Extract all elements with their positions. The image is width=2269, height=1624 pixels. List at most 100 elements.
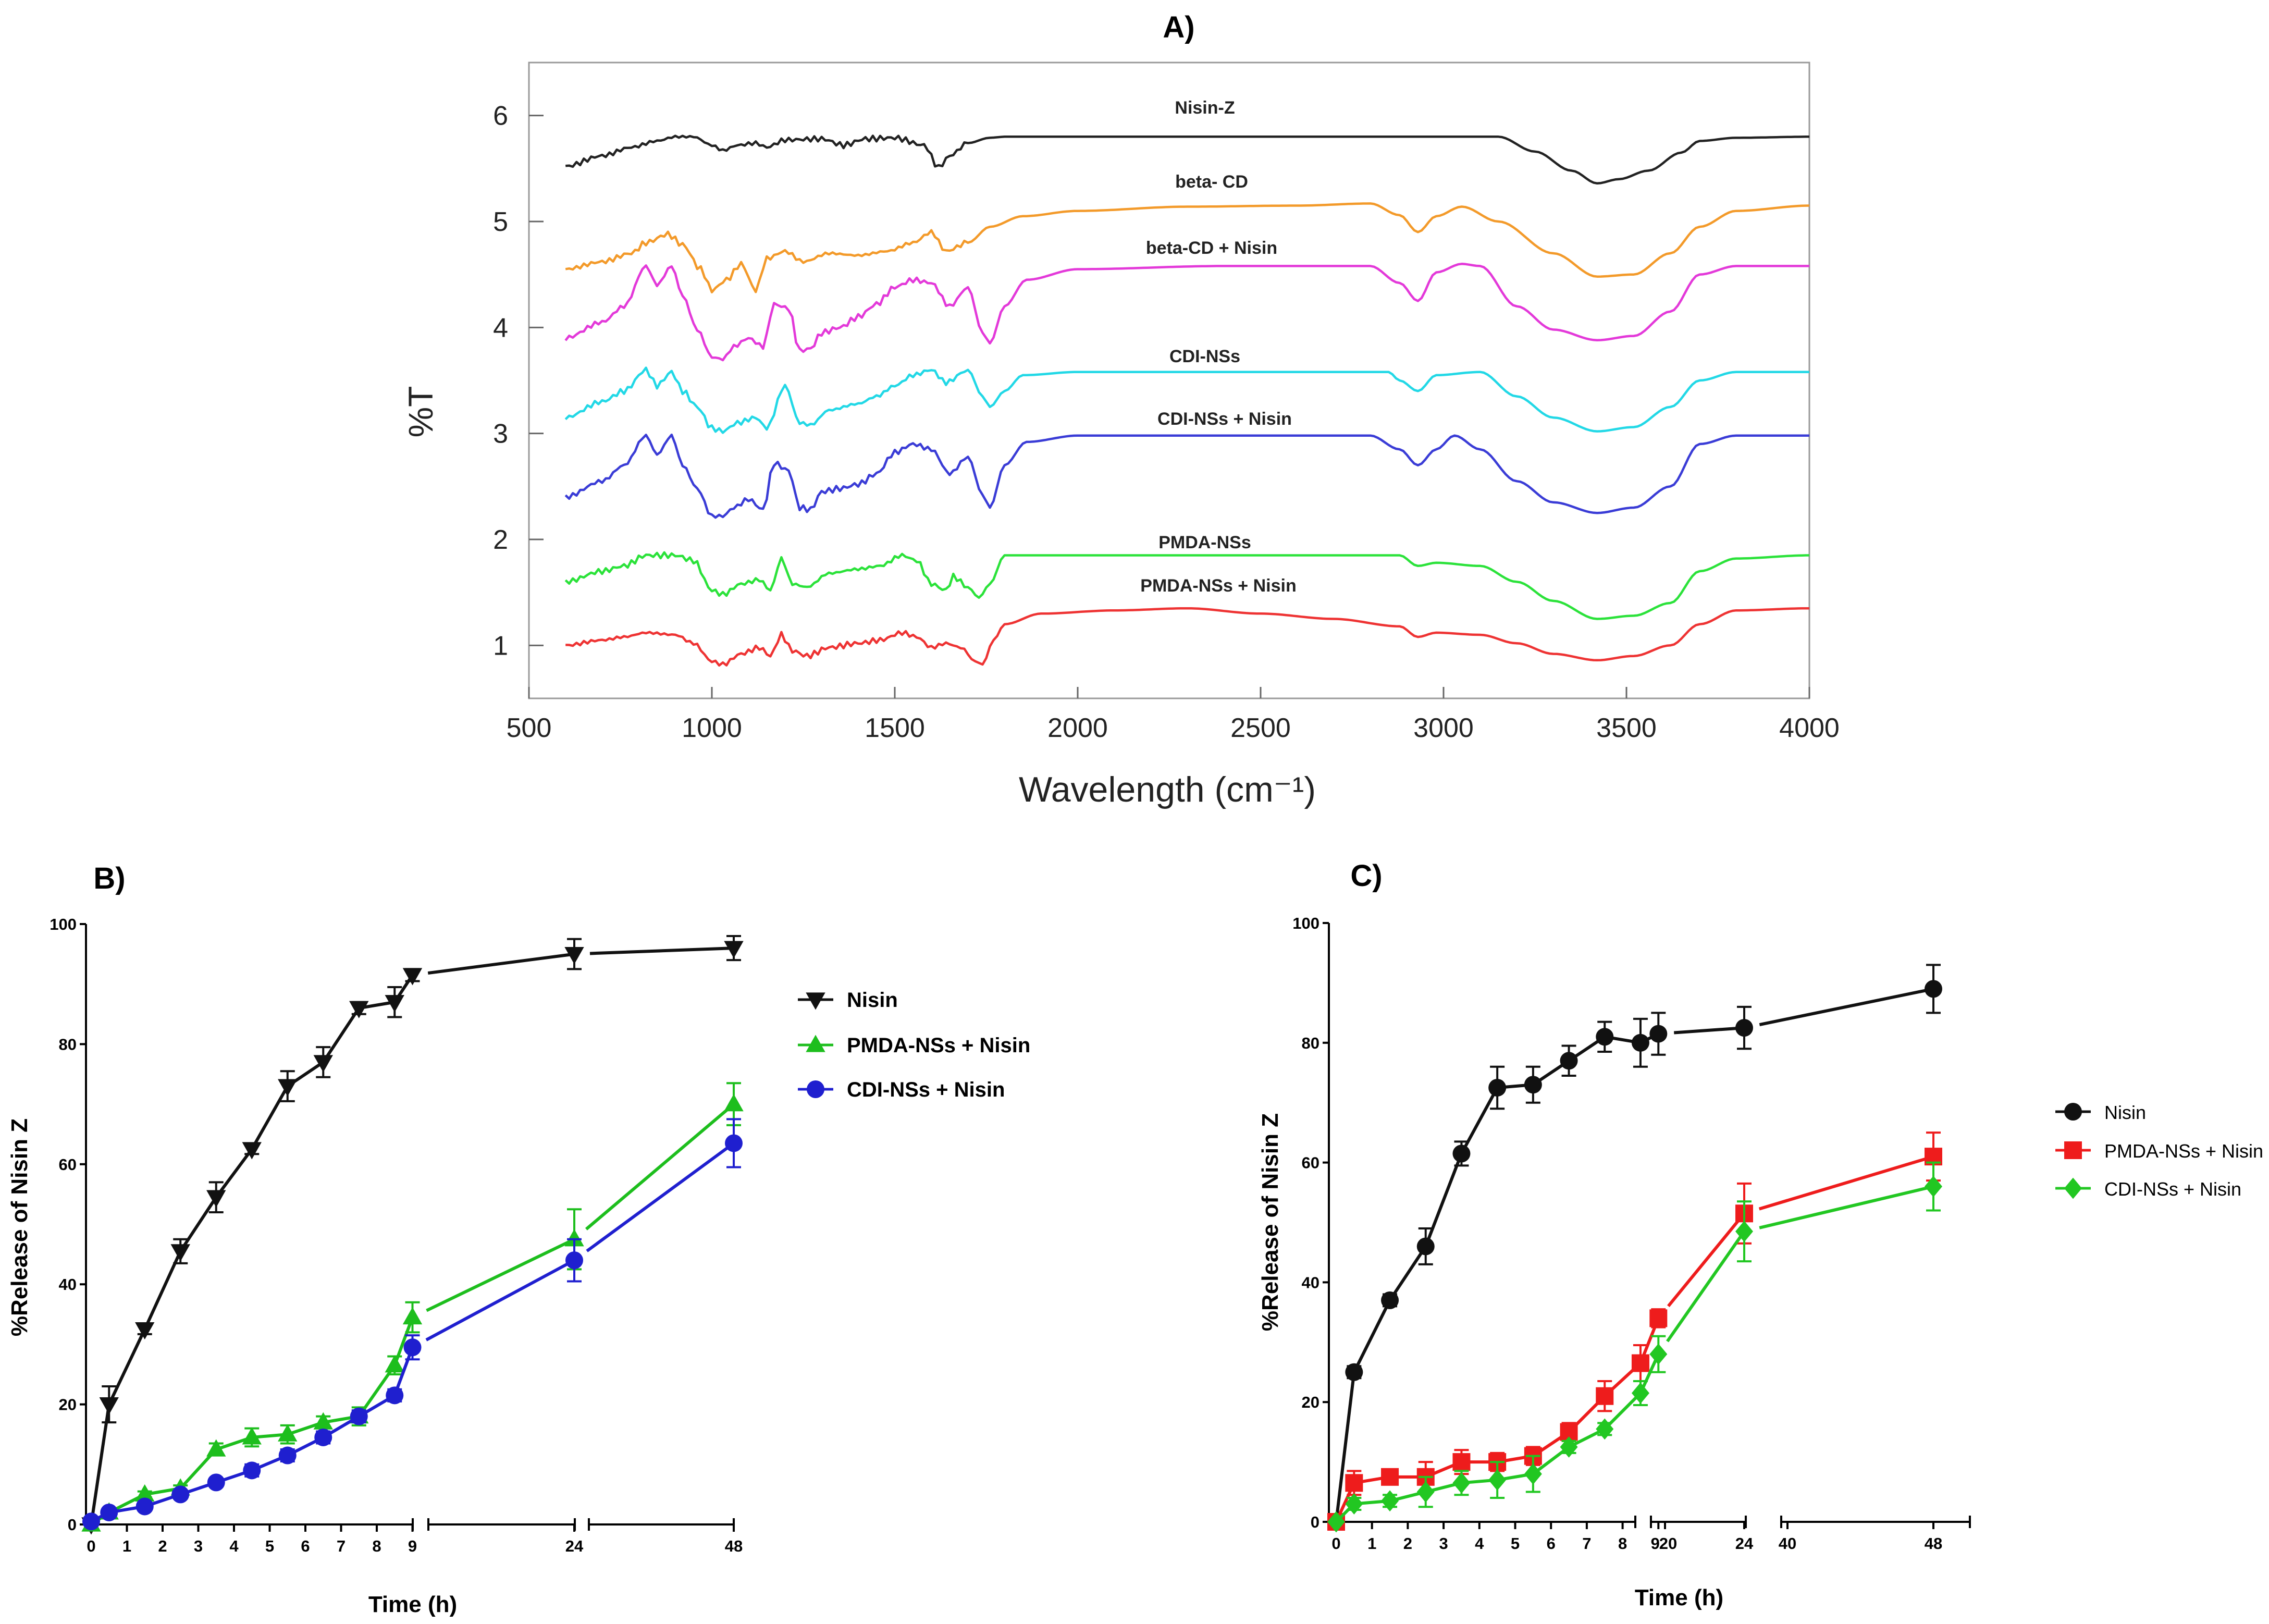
- panel-b-point-cdi-nss-nisin: [207, 1473, 225, 1492]
- panel-c-line-nisin: [1674, 1026, 1745, 1035]
- panel-a-y-tick-label: 1: [493, 631, 508, 661]
- panel-c-y-axis-title: %Release of Nisin Z: [1257, 1113, 1283, 1331]
- panel-b-legend-marker-pmda-nss-nisin: [806, 1035, 825, 1052]
- panel-b-x-tick-label: 24: [565, 1537, 584, 1555]
- panel-a-y-tick-label: 4: [493, 313, 508, 343]
- panel-a-y-axis-title: %T: [401, 386, 440, 438]
- panel-c-legend-label-nisin: Nisin: [2104, 1102, 2146, 1123]
- panel-c-point-nisin: [1345, 1363, 1363, 1381]
- panel-b-legend-label-cdi-nss-nisin: CDI-NSs + Nisin: [847, 1078, 1005, 1101]
- panel-c-point-pmda-nss-nisin: [1649, 1309, 1668, 1327]
- panel-b-line-nisin: [427, 952, 575, 975]
- panel-a-plot-frame: [528, 61, 1810, 699]
- panel-c-point-nisin: [1735, 1019, 1753, 1037]
- panel-b-point-nisin: [313, 1055, 333, 1073]
- panel-b-y-tick-label: 0: [68, 1516, 77, 1534]
- panel-b-point-cdi-nss-nisin: [725, 1134, 743, 1152]
- panel-b-point-nisin: [242, 1142, 262, 1160]
- panel-b-point-cdi-nss-nisin: [565, 1251, 583, 1270]
- panel-c-x-tick-label: 5: [1511, 1534, 1520, 1553]
- panel-b-x-tick-label: 48: [725, 1537, 743, 1555]
- panel-a-y-tick-label: 2: [493, 525, 508, 555]
- panel-b-line-nisin: [589, 946, 734, 955]
- panel-b-x-tick-label: 0: [87, 1537, 95, 1555]
- panel-c-point-cdi-nss-nisin: [1925, 1176, 1942, 1197]
- panel-b-y-tick-label: 40: [59, 1275, 77, 1294]
- panel-b-point-nisin: [564, 947, 584, 965]
- panel-c-point-cdi-nss-nisin: [1327, 1511, 1345, 1533]
- panel-c-x-tick-label: 1: [1367, 1534, 1376, 1553]
- panel-c-point-cdi-nss-nisin: [1345, 1493, 1363, 1515]
- panel-c-point-nisin: [1488, 1078, 1507, 1097]
- panel-b-point-cdi-nss-nisin: [82, 1512, 100, 1531]
- panel-c-x-tick-label: 3: [1439, 1534, 1448, 1553]
- panel-c-point-pmda-nss-nisin: [1452, 1453, 1471, 1471]
- panel-c-x-tick-label: 2: [1403, 1534, 1412, 1553]
- panel-b-line-pmda-nss-nisin: [426, 1238, 575, 1312]
- panel-c-point-nisin: [1524, 1076, 1542, 1094]
- panel-c-point-cdi-nss-nisin: [1560, 1436, 1578, 1458]
- panel-a-x-tick-label: 1000: [682, 713, 742, 743]
- panel-a-y-tick-label: 3: [493, 419, 508, 449]
- panel-a-x-tick-label: 3500: [1596, 713, 1657, 743]
- panel-c-x-tick-label: 7: [1582, 1534, 1591, 1553]
- panel-a-spectrum-nisin-z: [565, 134, 1809, 185]
- panel-b-point-pmda-nss-nisin: [206, 1439, 226, 1457]
- panel-a-spectrum-beta-cd: [565, 202, 1810, 293]
- panel-b-x-tick-label: 7: [337, 1537, 346, 1555]
- panel-b-y-axis-title: %Release of Nisin Z: [7, 1118, 32, 1336]
- panel-a-annotation-pmda-nss: PMDA-NSs: [1158, 533, 1251, 552]
- panel-b-point-cdi-nss-nisin: [403, 1338, 422, 1357]
- panel-b-point-nisin: [724, 941, 744, 958]
- panel-a-y-tick-label: 5: [493, 207, 508, 237]
- panel-c-point-nisin: [1381, 1291, 1399, 1309]
- panel-c-legend-label-pmda-nss-nisin: PMDA-NSs + Nisin: [2104, 1140, 2263, 1162]
- panel-a-spectrum-pmda-nss: [564, 551, 1809, 620]
- panel-c-x-tick-label: 0: [1331, 1534, 1340, 1553]
- panel-c-y-tick-label: 60: [1302, 1154, 1320, 1172]
- panel-a-annotation-cdi-nss: CDI-NSs: [1169, 347, 1240, 366]
- panel-b-point-cdi-nss-nisin: [278, 1446, 297, 1465]
- panel-a-x-axis-title: Wavelength (cm⁻¹): [1019, 770, 1316, 809]
- panel-c-x-tick-label: 48: [1925, 1534, 1942, 1553]
- panel-b-label: B): [93, 862, 125, 895]
- panel-b-point-pmda-nss-nisin: [313, 1412, 333, 1430]
- panel-c-x-tick-label: 20: [1659, 1534, 1677, 1553]
- panel-b-x-tick-label: 9: [408, 1537, 417, 1555]
- panel-c-y-tick-label: 20: [1302, 1393, 1320, 1411]
- panel-a-annotation-beta-cd: beta- CD: [1175, 172, 1248, 192]
- panel-b-point-pmda-nss-nisin: [724, 1094, 744, 1112]
- panel-b-point-pmda-nss-nisin: [135, 1484, 155, 1502]
- panel-b-point-nisin: [385, 995, 404, 1013]
- panel-b-point-nisin: [99, 1397, 119, 1415]
- panel-b-x-tick-label: 5: [265, 1537, 274, 1555]
- panel-c-point-nisin: [1416, 1237, 1435, 1256]
- panel-b-point-cdi-nss-nisin: [350, 1407, 368, 1425]
- panel-c-point-nisin: [1452, 1145, 1471, 1163]
- panel-c-point-nisin: [1631, 1034, 1649, 1052]
- panel-b-point-cdi-nss-nisin: [135, 1497, 154, 1516]
- panel-b-x-tick-label: 1: [122, 1537, 131, 1555]
- panel-b-x-tick-label: 8: [372, 1537, 381, 1555]
- panel-a-annotation-pmda-nss-nisin: PMDA-NSs + Nisin: [1140, 576, 1296, 596]
- panel-a-spectrum-pmda-nss-nisin: [565, 607, 1809, 667]
- panel-c-point-cdi-nss-nisin: [1452, 1472, 1471, 1494]
- panel-c-point-nisin: [1925, 980, 1942, 998]
- panel-c-point-cdi-nss-nisin: [1524, 1463, 1542, 1485]
- panel-a-annotation-beta-cd-nisin: beta-CD + Nisin: [1146, 238, 1277, 258]
- panel-c-x-tick-label: 4: [1475, 1534, 1484, 1553]
- panel-b-point-nisin: [402, 968, 423, 986]
- panel-c-point-cdi-nss-nisin: [1631, 1382, 1649, 1404]
- panel-a-x-tick-label: 4000: [1779, 713, 1840, 743]
- panel-a-x-tick-label: 500: [507, 713, 552, 743]
- panel-b-point-pmda-nss-nisin: [278, 1424, 298, 1442]
- panel-b-legend-label-pmda-nss-nisin: PMDA-NSs + Nisin: [847, 1034, 1030, 1057]
- panel-b-x-axis-title: Time (h): [368, 1592, 457, 1617]
- panel-c-point-pmda-nss-nisin: [1381, 1468, 1399, 1486]
- panel-c-x-tick-label: 9: [1651, 1534, 1660, 1553]
- panel-a-spectrum-cdi-nss-nisin: [564, 433, 1809, 519]
- panel-c-legend-marker-nisin: [2064, 1103, 2082, 1121]
- panel-c-y-tick-label: 0: [1311, 1513, 1320, 1531]
- panel-c-line-cdi-nss-nisin: [1759, 1185, 1934, 1229]
